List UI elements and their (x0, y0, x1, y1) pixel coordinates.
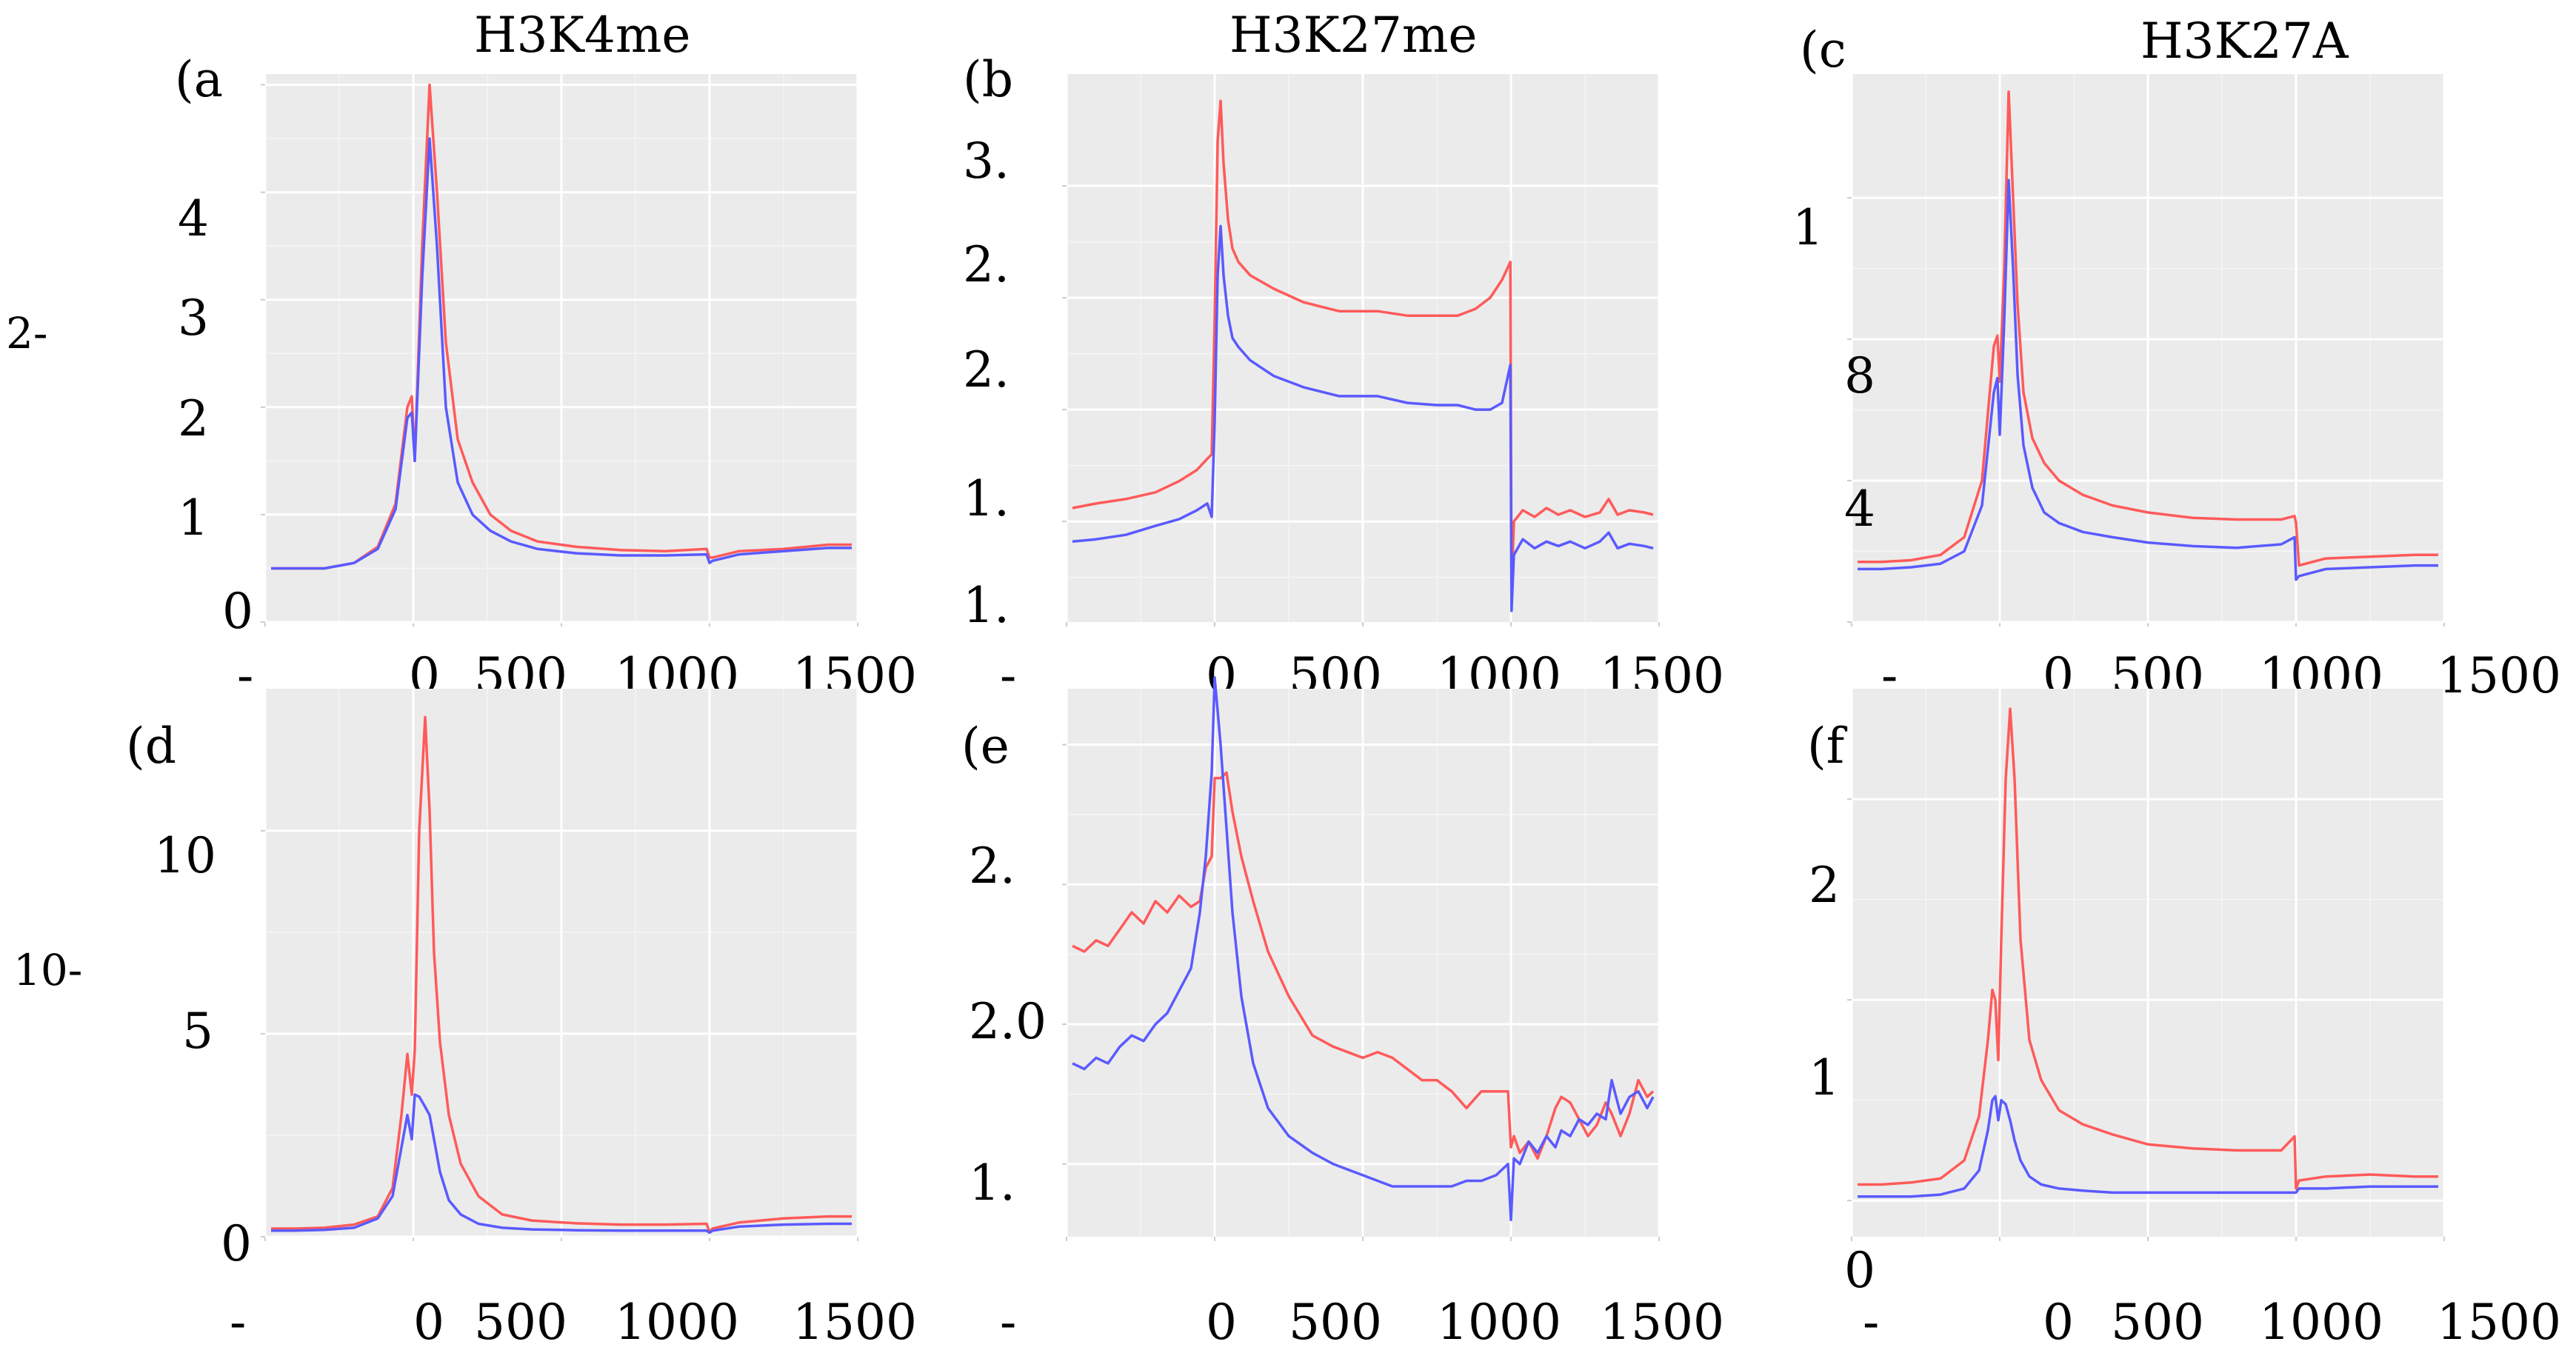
series-line-blue (1072, 676, 1655, 1222)
y-tick-label: 1. (963, 470, 1010, 527)
series-line-red (1858, 707, 2438, 1190)
y-tick-label: 4 (1844, 481, 1875, 538)
y-tick-label: 3. (963, 133, 1010, 190)
x-tick-label: - (1863, 1294, 1879, 1351)
x-tick-label: 1500 (2437, 1294, 2561, 1351)
row-label-top: 2- (6, 308, 48, 358)
y-tick-label: 0 (221, 1215, 252, 1272)
x-tick-label: - (1000, 1294, 1016, 1351)
x-tick-label: 500 (474, 1294, 567, 1351)
y-tick-label: 1. (963, 577, 1010, 634)
x-tick-label: 1500 (2437, 647, 2561, 704)
series-line-red (1072, 99, 1654, 590)
series-line-blue (1072, 224, 1654, 612)
x-tick-label: 1500 (793, 1294, 917, 1351)
y-tick-label: 10 (154, 827, 216, 884)
x-tick-label: 500 (2111, 1294, 2204, 1351)
y-tick-label: 2. (969, 838, 1015, 895)
series-line-blue (271, 1093, 852, 1235)
x-tick-label: - (230, 1294, 246, 1351)
y-tick-label: 1. (969, 1155, 1015, 1212)
panel-title: H3K27me (1229, 7, 1477, 64)
x-tick-label: 1000 (615, 1294, 739, 1351)
y-tick-label: 3 (178, 290, 209, 347)
y-tick-label: 1 (178, 490, 209, 547)
panel-label: (b (963, 51, 1013, 108)
y-tick-label: 8 (1844, 347, 1875, 404)
x-tick-label: 0 (1206, 1294, 1237, 1351)
series-line-red (1858, 90, 2438, 567)
y-tick-label: 2. (963, 341, 1010, 398)
y-tick-label: 2. (963, 236, 1010, 293)
y-tick-label: 0 (1844, 1242, 1875, 1299)
y-tick-label: 1 (1792, 199, 1823, 256)
y-tick-label: 1 (1809, 1049, 1840, 1106)
x-tick-label: 1000 (2259, 1294, 2383, 1351)
x-tick-label: 1000 (1437, 1294, 1561, 1351)
x-tick-label: 500 (1289, 1294, 1382, 1351)
panel-label: (e (961, 718, 1010, 775)
y-tick-label: 5 (182, 1003, 213, 1060)
x-tick-label: 0 (413, 1294, 444, 1351)
y-tick-label: 0 (222, 583, 253, 640)
series-line-blue (1858, 1095, 2438, 1198)
panel-title: H3K4me (474, 7, 691, 64)
y-tick-label: 2.0 (969, 993, 1047, 1050)
y-tick-label: 2 (178, 390, 209, 447)
x-tick-label: 1500 (1600, 1294, 1724, 1351)
panel-4: (d 0 5 10 - 0 500 1000 1500 (126, 689, 917, 1351)
series-line-blue (271, 137, 852, 570)
x-tick-label: - (237, 647, 253, 704)
panel-label: (f (1807, 718, 1848, 775)
x-tick-label: - (1000, 647, 1016, 704)
series-line-red (271, 83, 852, 570)
series-line-blue (1858, 178, 2438, 581)
y-tick-label: 4 (178, 190, 209, 247)
panel-label: (d (126, 718, 176, 775)
y-tick-label: 2 (1809, 857, 1840, 914)
x-tick-label: 0 (2043, 1294, 2074, 1351)
panel-title: H3K27A (2140, 13, 2349, 70)
panel-label: (a (175, 51, 223, 108)
panel-5: (e 1. 2.0 2. - 0 500 1000 1500 (961, 676, 1724, 1351)
panel-label: (c (1800, 21, 1846, 78)
row-label-bottom: 10- (13, 945, 82, 995)
